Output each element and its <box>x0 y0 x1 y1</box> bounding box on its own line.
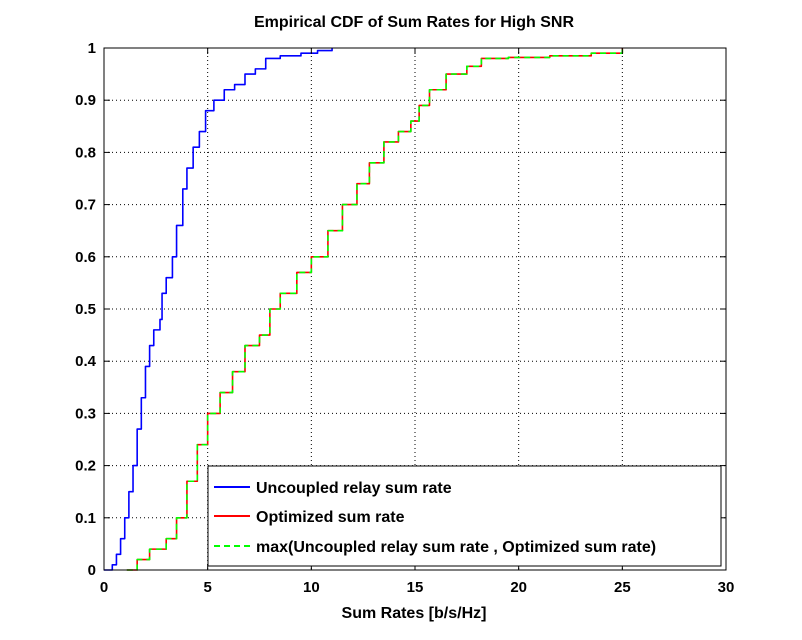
x-tick-label: 15 <box>407 579 424 596</box>
chart-title: Empirical CDF of Sum Rates for High SNR <box>254 14 574 31</box>
x-tick-label: 20 <box>510 579 527 596</box>
y-tick-label: 0.2 <box>75 458 96 475</box>
x-tick-label: 5 <box>203 579 211 596</box>
y-tick-label: 0.3 <box>75 405 96 422</box>
y-tick-label: 1 <box>88 40 96 57</box>
y-tick-label: 0.8 <box>75 144 96 161</box>
grid <box>104 48 726 570</box>
y-tick-label: 0.4 <box>75 353 97 370</box>
x-tick-label: 0 <box>100 579 108 596</box>
x-tick-label: 25 <box>614 579 631 596</box>
x-tick-label: 10 <box>303 579 320 596</box>
y-tick-label: 0.9 <box>75 92 96 109</box>
series-line-uncoupled <box>104 48 333 571</box>
legend-label-max: max(Uncoupled relay sum rate , Optimized… <box>256 539 656 556</box>
series-line-max <box>126 48 624 571</box>
legend-label-uncoupled: Uncoupled relay sum rate <box>256 480 452 497</box>
y-tick-label: 0.1 <box>75 510 96 527</box>
y-tick-label: 0.5 <box>75 301 96 318</box>
axis-ticks: 0 5 10 15 20 25 30 0 0.1 0.2 0.3 0.4 0.5 0.6 0.7 0.8 0.9… <box>75 40 734 596</box>
series-lines <box>104 48 624 571</box>
y-tick-label: 0.7 <box>75 197 96 214</box>
legend-label-optimized: Optimized sum rate <box>256 509 405 526</box>
x-axis-label: Sum Rates [b/s/Hz] <box>342 605 487 622</box>
legend-box <box>207 465 722 567</box>
legend: Uncoupled relay sum rate Optimized sum r… <box>207 465 722 567</box>
y-tick-label: 0.6 <box>75 249 96 266</box>
x-tick-label: 30 <box>718 579 735 596</box>
y-tick-label: 0 <box>88 562 96 579</box>
